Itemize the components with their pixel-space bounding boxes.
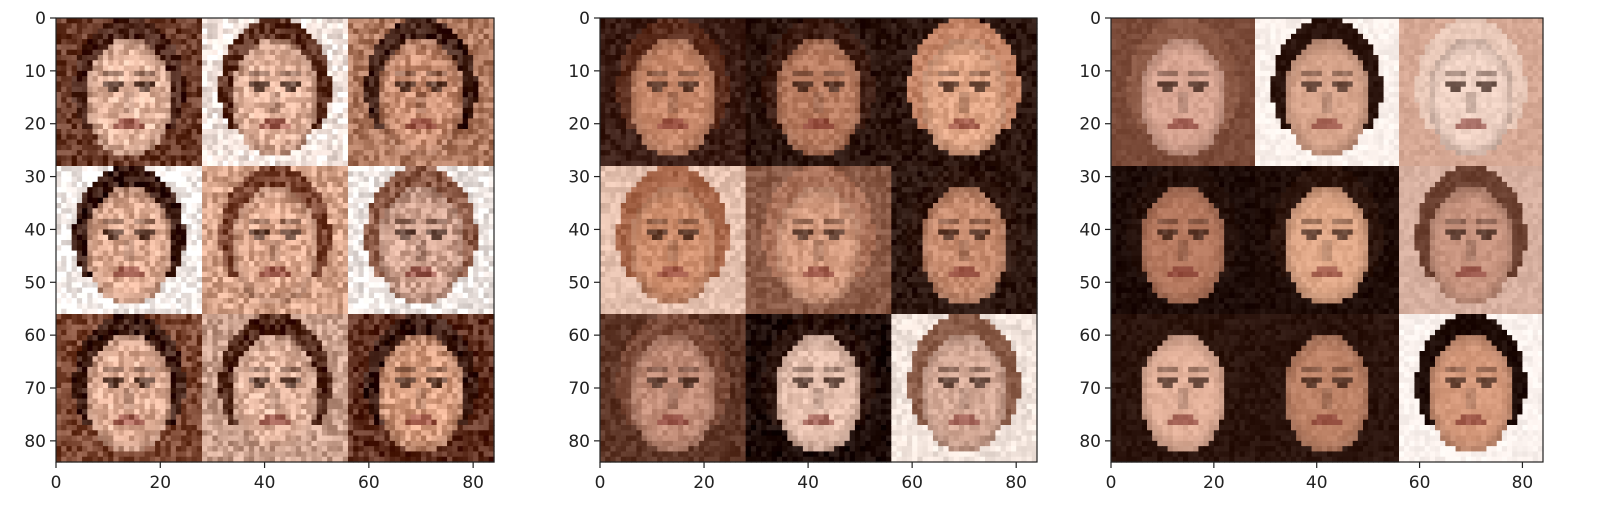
image-grid	[56, 18, 495, 463]
face-tile	[56, 18, 203, 167]
face-tile	[600, 18, 746, 167]
face-tile	[1111, 18, 1256, 167]
face-tile	[202, 314, 349, 463]
y-tick-label: 20	[568, 115, 590, 135]
face-tile	[600, 166, 746, 315]
face-tile	[600, 314, 746, 463]
face-tile	[891, 314, 1037, 463]
y-tick-label: 60	[1079, 326, 1101, 346]
y-tick-label: 0	[35, 9, 46, 29]
y-tick-label: 0	[579, 9, 590, 29]
y-tick-label: 50	[1079, 273, 1101, 293]
face-tile	[348, 166, 495, 315]
face-tile	[1399, 18, 1544, 167]
face-tile	[891, 166, 1037, 315]
face-tile	[56, 166, 203, 315]
face-tile	[746, 18, 892, 167]
image-grid	[1111, 18, 1544, 463]
y-tick-label: 80	[24, 432, 46, 452]
image-panel-2: 0 20 40 60 80 0 10 20 30 40 50 60 70 80	[568, 9, 1037, 493]
x-tick-label: 80	[1005, 473, 1027, 493]
face-tile	[202, 166, 349, 315]
image-panel-1: 0 20 40 60 80 0 10 20 30 40 50 60 70 80	[24, 9, 494, 493]
y-tick-label: 40	[24, 220, 46, 240]
y-tick-label: 40	[1079, 220, 1101, 240]
y-tick-label: 50	[24, 273, 46, 293]
image-panel-3: 0 20 40 60 80 0 10 20 30 40 50 60 70 80	[1079, 9, 1543, 493]
x-tick-label: 0	[595, 473, 606, 493]
face-tile	[1255, 18, 1400, 167]
y-tick-label: 0	[1090, 9, 1101, 29]
x-tick-label: 0	[1106, 473, 1117, 493]
x-tick-label: 60	[901, 473, 923, 493]
x-tick-label: 20	[693, 473, 715, 493]
face-tile	[348, 18, 495, 167]
x-tick-label: 40	[1306, 473, 1328, 493]
y-tick-label: 30	[1079, 168, 1101, 188]
x-tick-label: 20	[1203, 473, 1225, 493]
y-tick-label: 60	[568, 326, 590, 346]
face-tile	[1111, 314, 1256, 463]
face-tile	[1399, 166, 1544, 315]
y-tick-label: 70	[1079, 379, 1101, 399]
x-tick-label: 60	[1409, 473, 1431, 493]
y-tick-label: 40	[568, 220, 590, 240]
y-tick-label: 80	[1079, 432, 1101, 452]
face-tile	[56, 314, 203, 463]
y-tick-label: 30	[24, 168, 46, 188]
y-tick-label: 30	[568, 168, 590, 188]
x-tick-label: 40	[254, 473, 276, 493]
face-tile	[1255, 166, 1400, 315]
x-tick-label: 80	[462, 473, 484, 493]
x-tick-label: 60	[358, 473, 380, 493]
face-tile	[891, 18, 1037, 167]
face-tile	[746, 314, 892, 463]
face-tile	[348, 314, 495, 463]
x-tick-label: 40	[797, 473, 819, 493]
face-tile	[1399, 314, 1544, 463]
face-tile	[1111, 166, 1256, 315]
y-tick-label: 20	[24, 115, 46, 135]
x-tick-label: 0	[51, 473, 62, 493]
y-tick-label: 70	[24, 379, 46, 399]
y-tick-label: 60	[24, 326, 46, 346]
y-tick-label: 20	[1079, 115, 1101, 135]
y-tick-label: 80	[568, 432, 590, 452]
y-tick-label: 10	[24, 62, 46, 82]
image-grid	[600, 18, 1038, 463]
face-tile	[746, 166, 892, 315]
y-tick-label: 10	[1079, 62, 1101, 82]
face-tile	[202, 18, 349, 167]
face-tile	[1255, 314, 1400, 463]
y-tick-label: 10	[568, 62, 590, 82]
y-tick-label: 70	[568, 379, 590, 399]
y-tick-label: 50	[568, 273, 590, 293]
x-tick-label: 80	[1512, 473, 1534, 493]
x-tick-label: 20	[149, 473, 171, 493]
